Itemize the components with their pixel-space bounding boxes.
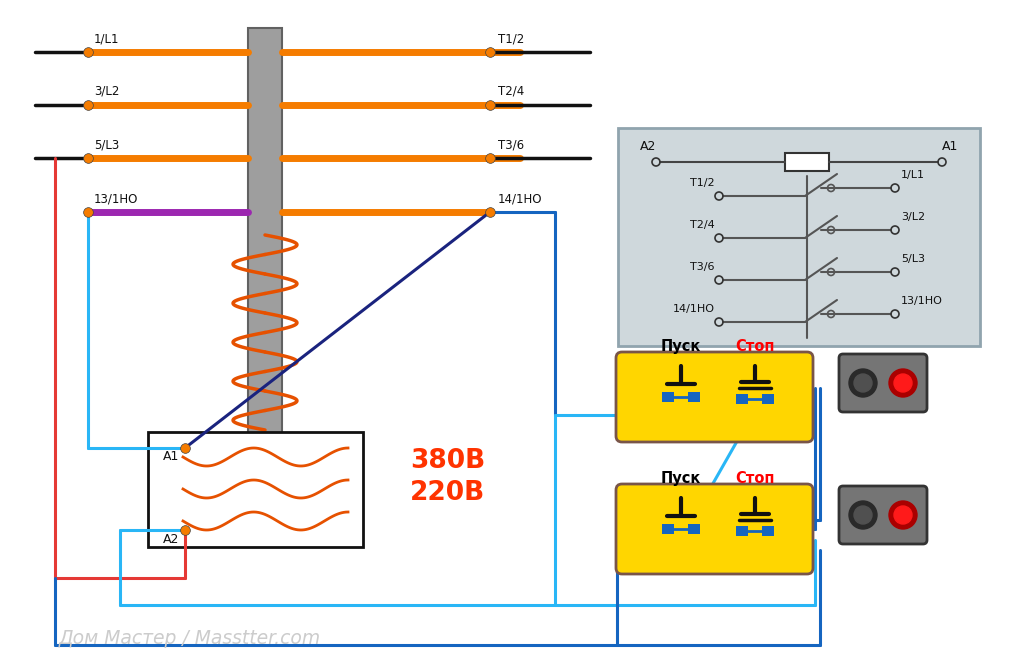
Text: A2: A2	[640, 140, 656, 153]
Text: 5/L3: 5/L3	[901, 254, 925, 264]
Bar	[763, 394, 775, 404]
Text: 1/L1: 1/L1	[901, 170, 925, 180]
FancyBboxPatch shape	[615, 484, 813, 574]
Text: 14/1НО: 14/1НО	[498, 192, 542, 205]
Bar	[662, 392, 674, 402]
Circle shape	[854, 374, 872, 392]
Circle shape	[889, 501, 917, 529]
Text: 3/L2: 3/L2	[901, 212, 925, 222]
Text: T3/6: T3/6	[691, 262, 715, 272]
Text: Пуск: Пуск	[661, 339, 702, 354]
Bar	[785, 153, 829, 171]
Bar	[763, 526, 775, 536]
Text: A1: A1	[163, 450, 179, 463]
Text: A1: A1	[942, 140, 958, 153]
Circle shape	[889, 369, 917, 397]
Text: 1/L1: 1/L1	[94, 32, 120, 45]
Circle shape	[894, 374, 912, 392]
FancyBboxPatch shape	[615, 352, 813, 442]
Bar	[689, 524, 701, 534]
Text: T1/2: T1/2	[691, 178, 715, 188]
Bar	[618, 128, 980, 346]
Text: T3/6: T3/6	[498, 138, 524, 151]
Bar	[736, 394, 748, 404]
Bar	[662, 524, 674, 534]
FancyBboxPatch shape	[839, 354, 927, 412]
FancyBboxPatch shape	[839, 486, 927, 544]
Text: 3/L2: 3/L2	[94, 85, 120, 98]
Circle shape	[894, 506, 912, 524]
Text: T1/2: T1/2	[498, 32, 524, 45]
Circle shape	[854, 506, 872, 524]
Text: A2: A2	[163, 533, 179, 546]
Circle shape	[849, 501, 877, 529]
Text: 13/1НО: 13/1НО	[94, 192, 138, 205]
Text: T2/4: T2/4	[691, 220, 715, 230]
Text: Стоп: Стоп	[735, 471, 775, 486]
Text: T2/4: T2/4	[498, 85, 524, 98]
Text: Дом Мастер / Masstter.com: Дом Мастер / Masstter.com	[59, 628, 321, 647]
Circle shape	[849, 369, 877, 397]
Text: 380В: 380В	[411, 448, 486, 474]
Bar	[148, 432, 363, 547]
Text: 14/1НО: 14/1НО	[673, 304, 715, 314]
Bar	[248, 28, 282, 510]
Text: 220В: 220В	[411, 480, 486, 506]
Text: 5/L3: 5/L3	[94, 138, 120, 151]
Bar	[736, 526, 748, 536]
Text: Пуск: Пуск	[661, 471, 702, 486]
Text: 13/1НО: 13/1НО	[901, 296, 943, 306]
Text: Стоп: Стоп	[735, 339, 775, 354]
Bar	[689, 392, 701, 402]
